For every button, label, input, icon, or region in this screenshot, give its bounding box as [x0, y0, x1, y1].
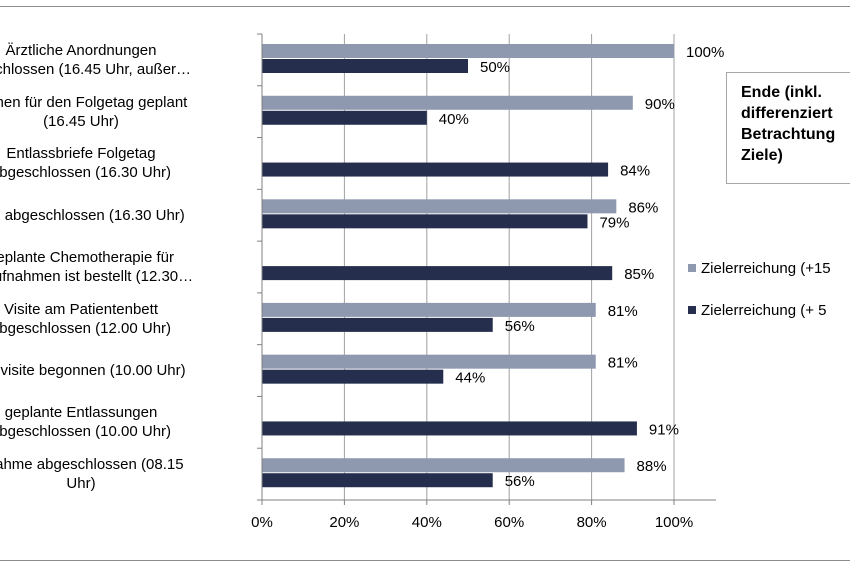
- category-label-line: abgeschlossen (12.00 Uhr): [0, 319, 172, 337]
- data-label: 40%: [439, 111, 469, 128]
- data-label: 90%: [645, 96, 675, 113]
- data-label: 85%: [624, 266, 654, 283]
- data-label: 100%: [686, 44, 724, 61]
- bar: [262, 162, 609, 177]
- bar: [262, 266, 613, 281]
- category-label: Ärztliche Anordnungengeschlossen (16.45 …: [0, 41, 246, 79]
- category-label-line: site abgeschlossen (16.30 Uhr): [0, 206, 185, 224]
- category-label-line: Ärztliche Anordnungen: [5, 41, 157, 59]
- data-label: 56%: [505, 318, 535, 335]
- x-tick-label: 40%: [412, 514, 442, 531]
- bar: [262, 110, 427, 125]
- data-label: 84%: [620, 163, 650, 180]
- info-line: differenziert: [741, 105, 833, 122]
- bar: [262, 199, 617, 214]
- data-label: 86%: [628, 199, 658, 216]
- bar: [262, 354, 596, 369]
- bar: [262, 214, 588, 229]
- data-label: 50%: [480, 59, 510, 76]
- category-label-line: abgeschlossen (10.00 Uhr): [0, 423, 172, 441]
- x-tick-label: 60%: [494, 514, 524, 531]
- bar: [262, 317, 493, 332]
- category-label-line: euaufnahmen ist bestellt (12.30…: [0, 268, 194, 285]
- bar: [262, 44, 674, 58]
- category-label-line: (16.45 Uhr): [43, 112, 119, 130]
- chart-frame: [0, 6, 850, 561]
- data-label: 88%: [637, 458, 667, 475]
- category-label: site abgeschlossen (16.30 Uhr): [0, 206, 246, 225]
- category-label-line: abgeschlossen (16.30 Uhr): [0, 164, 172, 182]
- category-label-line: geschlossen (16.45 Uhr, außer…: [0, 60, 192, 78]
- bar: [262, 473, 493, 488]
- bar: [262, 59, 468, 73]
- legend-item-light: Zielerreichung (+15: [688, 260, 831, 277]
- category-label-line: geplante Entlassungen: [4, 404, 158, 422]
- category-label-line: geplante Chemotherapie für: [0, 249, 174, 266]
- x-tick-label: 20%: [329, 514, 359, 531]
- legend-label: Zielerreichung (+ 5: [701, 302, 827, 319]
- data-label: 81%: [608, 355, 638, 372]
- legend-label: Zielerreichung (+15: [701, 260, 831, 277]
- info-box: Ende (inkl. differenziert Betrachtung Zi…: [726, 72, 850, 184]
- data-label: 81%: [608, 303, 638, 320]
- bar: [262, 302, 596, 317]
- category-label-line: ahmen für den Folgetag geplant: [0, 93, 188, 111]
- data-label: 44%: [455, 370, 485, 387]
- category-label: Visite am Patientenbett abgeschlossen (12…: [0, 300, 246, 338]
- data-label: 56%: [505, 473, 535, 490]
- data-label: 79%: [599, 214, 629, 231]
- bar: [262, 458, 625, 473]
- x-tick-label: 100%: [655, 514, 693, 531]
- info-line: Ende (inkl.: [741, 84, 822, 101]
- x-tick-label: 80%: [577, 514, 607, 531]
- legend-swatch: [688, 306, 696, 314]
- category-label: ahmen für den Folgetag geplant(16.45 Uhr…: [0, 93, 246, 131]
- category-label: geplante Entlassungen abgeschlossen (10.0…: [0, 403, 246, 441]
- category-label-line: Visite am Patientenbett: [4, 300, 158, 318]
- x-tick-label: 0%: [251, 514, 273, 531]
- info-line: Ziele): [741, 147, 783, 164]
- category-label: venvisite begonnen (10.00 Uhr): [0, 361, 246, 380]
- legend-item-dark: Zielerreichung (+ 5: [688, 302, 826, 319]
- bar: [262, 369, 444, 384]
- category-label: geplante Chemotherapie für euaufnahmen is…: [0, 248, 246, 286]
- info-line: Betrachtung: [741, 126, 836, 143]
- category-label-line: Uhr): [66, 475, 96, 493]
- legend-swatch: [688, 264, 696, 272]
- bar: [262, 421, 637, 436]
- category-label-line: bnahme abgeschlossen (08.15: [0, 456, 184, 474]
- category-label-line: venvisite begonnen (10.00 Uhr): [0, 362, 186, 380]
- bar: [262, 95, 633, 110]
- data-label: 91%: [649, 421, 679, 438]
- category-label: Entlassbriefe Folgetag abgeschlossen (16.…: [0, 144, 246, 182]
- category-label-line: Entlassbriefe Folgetag: [6, 145, 156, 163]
